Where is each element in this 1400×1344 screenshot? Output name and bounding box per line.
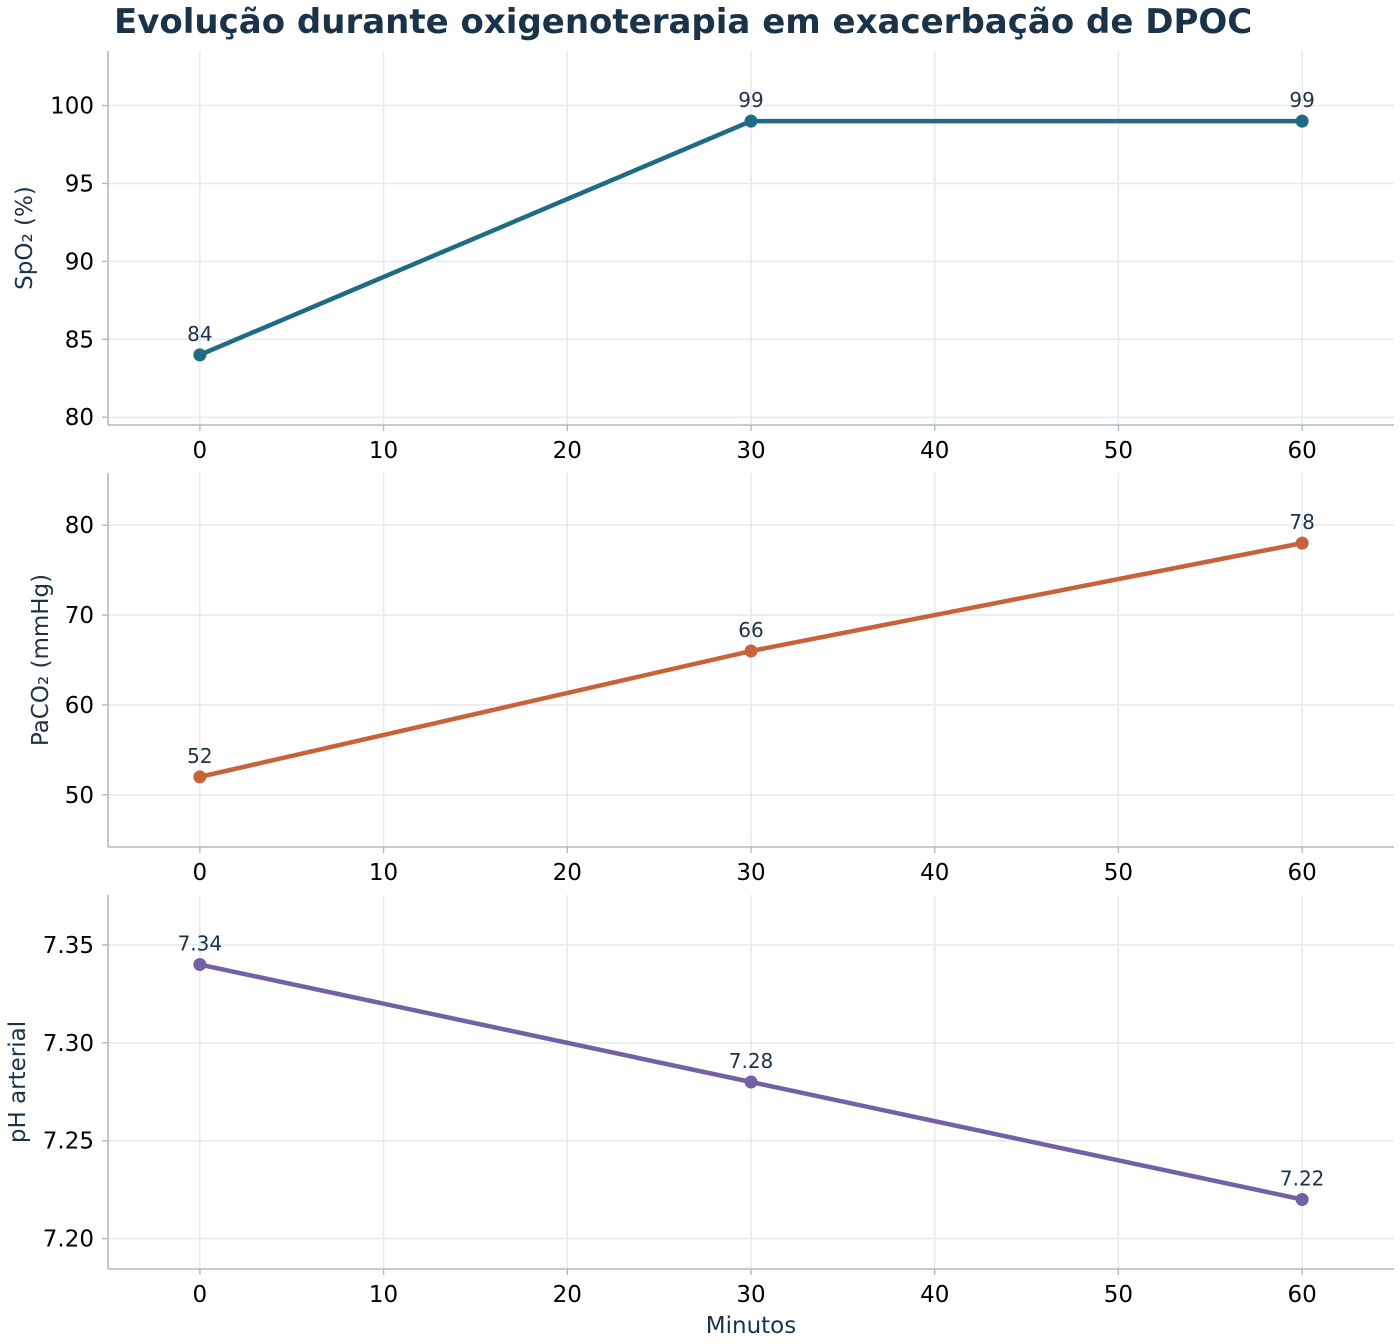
x-tick-label: 50 — [1104, 438, 1133, 464]
y-tick-label: 7.25 — [43, 1129, 94, 1155]
y-tick-label: 80 — [65, 405, 94, 431]
data-label: 7.28 — [729, 1049, 774, 1073]
x-tick-label: 0 — [193, 860, 208, 886]
panel-1: 80 85 90 95 100 0 10 20 30 40 50 60 SpO₂ (%) 84 99 99 — [12, 51, 1394, 464]
data-label: 7.34 — [178, 932, 223, 956]
x-tick-label: 50 — [1104, 860, 1133, 886]
data-point — [193, 770, 207, 784]
x-tick-label: 20 — [553, 860, 582, 886]
x-tick-label: 60 — [1288, 438, 1317, 464]
y-tick-label: 60 — [65, 693, 94, 719]
x-tick-label: 20 — [553, 438, 582, 464]
x-tick-label: 30 — [736, 438, 765, 464]
y-tick-label: 70 — [65, 603, 94, 629]
x-tick-label: 40 — [920, 438, 949, 464]
x-tick-label: 40 — [920, 860, 949, 886]
y-tick-label: 85 — [65, 327, 94, 353]
data-label: 66 — [738, 618, 763, 642]
y-axis-label: SpO₂ (%) — [12, 186, 38, 290]
data-point — [193, 958, 207, 972]
x-tick-label: 20 — [553, 1282, 582, 1308]
data-label: 52 — [187, 744, 212, 768]
x-tick-label: 30 — [736, 1282, 765, 1308]
x-tick-label: 0 — [193, 1282, 208, 1308]
data-point — [744, 1075, 758, 1089]
y-tick-label: 7.35 — [43, 933, 94, 959]
x-tick-label: 10 — [369, 1282, 398, 1308]
x-axis-label: Minutos — [706, 1313, 796, 1339]
y-axis-label: PaCO₂ (mmHg) — [28, 574, 54, 746]
y-tick-label: 50 — [65, 783, 94, 809]
data-point — [193, 348, 207, 362]
x-tick-label: 0 — [193, 438, 208, 464]
panel-2: 50 60 70 80 0 10 20 30 40 50 60 PaCO₂ (mmHg) 52 66 78 — [28, 473, 1394, 886]
y-tick-label: 90 — [65, 249, 94, 275]
y-tick-label: 95 — [65, 171, 94, 197]
y-tick-label: 7.30 — [43, 1031, 94, 1057]
x-tick-label: 10 — [369, 438, 398, 464]
data-label: 99 — [1289, 88, 1314, 112]
x-tick-label: 60 — [1288, 1282, 1317, 1308]
data-point — [744, 644, 758, 658]
chart-title: Evolução durante oxigenoterapia em exace… — [114, 2, 1252, 42]
x-tick-label: 30 — [736, 860, 765, 886]
y-axis-label: pH arterial — [5, 1021, 31, 1143]
data-label: 99 — [738, 88, 763, 112]
data-point — [1295, 536, 1309, 550]
y-tick-label: 7.20 — [43, 1227, 94, 1253]
data-point — [1295, 114, 1309, 128]
x-tick-label: 50 — [1104, 1282, 1133, 1308]
data-label: 84 — [187, 322, 212, 346]
x-tick-label: 40 — [920, 1282, 949, 1308]
y-tick-label: 80 — [65, 513, 94, 539]
y-tick-label: 100 — [50, 94, 94, 120]
panel-3: 7.20 7.25 7.30 7.35 0 10 20 30 40 50 60 pH arterial… — [5, 895, 1394, 1308]
data-label: 78 — [1289, 510, 1314, 534]
data-label: 7.22 — [1280, 1166, 1325, 1190]
x-tick-label: 10 — [369, 860, 398, 886]
data-point — [1295, 1192, 1309, 1206]
data-point — [744, 114, 758, 128]
x-tick-label: 60 — [1288, 860, 1317, 886]
